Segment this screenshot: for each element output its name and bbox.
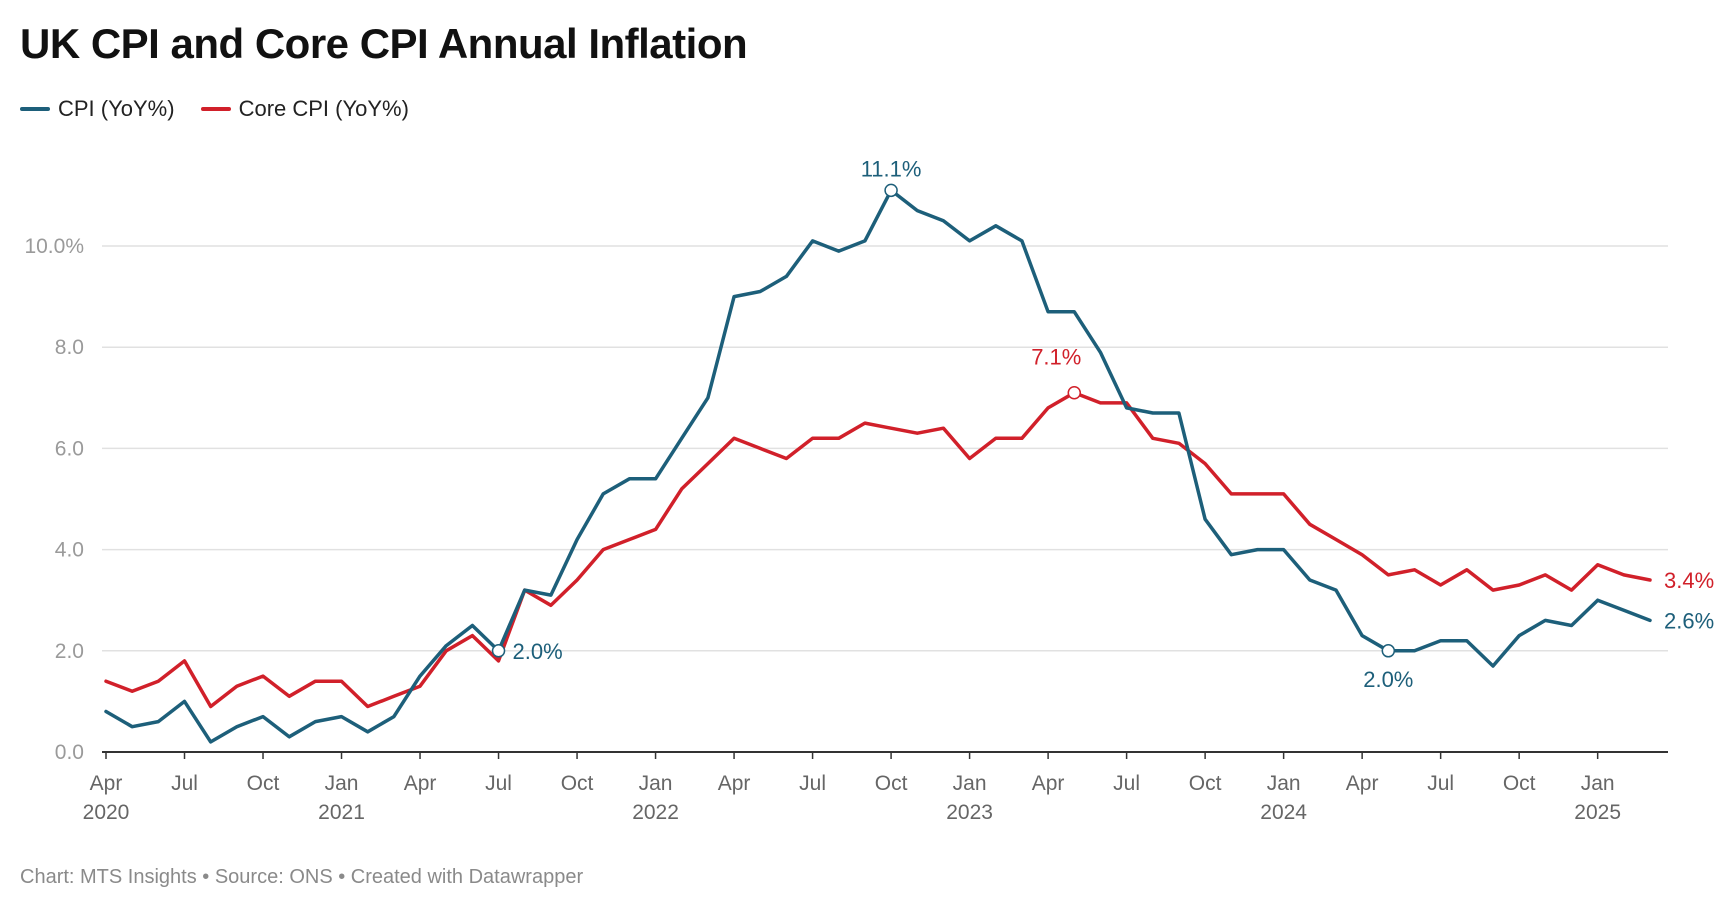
x-tick-label: Oct bbox=[1189, 772, 1222, 795]
annotation-label: 2.0% bbox=[513, 639, 563, 664]
legend-label-core-cpi: Core CPI (YoY%) bbox=[238, 96, 409, 121]
x-tick-label: Apr bbox=[1032, 772, 1065, 795]
series-line-cpi bbox=[104, 188, 1652, 744]
chart-footer: Chart: MTS Insights • Source: ONS • Crea… bbox=[20, 866, 584, 888]
chart-title: UK CPI and Core CPI Annual Inflation bbox=[20, 20, 748, 67]
y-tick-label: 6.0 bbox=[55, 437, 84, 460]
x-tick-year-label: 2020 bbox=[83, 801, 130, 824]
annotation-label: 11.1% bbox=[861, 156, 922, 181]
x-tick-year-label: 2024 bbox=[1260, 801, 1307, 824]
legend-swatch-cpi bbox=[20, 107, 50, 111]
y-tick-label: 8.0 bbox=[55, 336, 84, 359]
legend-swatch-core-cpi bbox=[200, 107, 231, 111]
annotation-label: 3.4% bbox=[1664, 568, 1714, 593]
legend-item-core-cpi: Core CPI (YoY%) bbox=[200, 96, 409, 122]
annotation-marker bbox=[491, 644, 506, 658]
annotation-marker bbox=[1381, 644, 1396, 658]
x-tick-label: Jan bbox=[1267, 772, 1301, 795]
x-tick-label: Oct bbox=[1503, 772, 1536, 795]
y-tick-label: 2.0 bbox=[55, 640, 84, 663]
legend-item-cpi: CPI (YoY%) bbox=[20, 96, 175, 122]
annotation-marker bbox=[1067, 385, 1082, 400]
x-tick-label: Apr bbox=[1346, 772, 1379, 795]
series-line-core-cpi bbox=[104, 390, 1652, 709]
x-tick-label: Apr bbox=[90, 772, 123, 795]
x-tick-label: Jan bbox=[1581, 772, 1615, 795]
annotation-marker bbox=[884, 183, 898, 198]
x-tick-year-label: 2021 bbox=[318, 801, 365, 824]
legend-label-cpi: CPI (YoY%) bbox=[58, 96, 175, 121]
y-tick-label: 0.0 bbox=[55, 741, 84, 764]
annotation-label: 2.0% bbox=[1363, 667, 1413, 692]
x-tick-label: Jan bbox=[953, 772, 987, 795]
chart-legend: CPI (YoY%) Core CPI (YoY%) bbox=[20, 96, 409, 122]
x-tick-label: Apr bbox=[404, 772, 437, 795]
x-tick-label: Jul bbox=[171, 772, 198, 795]
annotation-label: 2.6% bbox=[1664, 608, 1714, 633]
x-tick-year-label: 2025 bbox=[1574, 801, 1621, 824]
x-tick-year-label: 2023 bbox=[946, 801, 993, 824]
y-tick-label: 10.0% bbox=[24, 235, 84, 258]
x-tick-label: Jan bbox=[325, 772, 359, 795]
x-tick-label: Jan bbox=[639, 772, 673, 795]
x-tick-label: Jul bbox=[1113, 772, 1140, 795]
x-tick-label: Apr bbox=[718, 772, 751, 795]
x-tick-label: Jul bbox=[1427, 772, 1454, 795]
x-tick-label: Oct bbox=[247, 772, 280, 795]
y-tick-label: 4.0 bbox=[55, 539, 84, 562]
x-tick-label: Oct bbox=[561, 772, 594, 795]
x-tick-label: Oct bbox=[875, 772, 908, 795]
x-tick-label: Jul bbox=[485, 772, 512, 795]
x-tick-label: Jul bbox=[799, 772, 826, 795]
annotation-label: 7.1% bbox=[1031, 345, 1081, 370]
x-tick-year-label: 2022 bbox=[632, 801, 679, 824]
